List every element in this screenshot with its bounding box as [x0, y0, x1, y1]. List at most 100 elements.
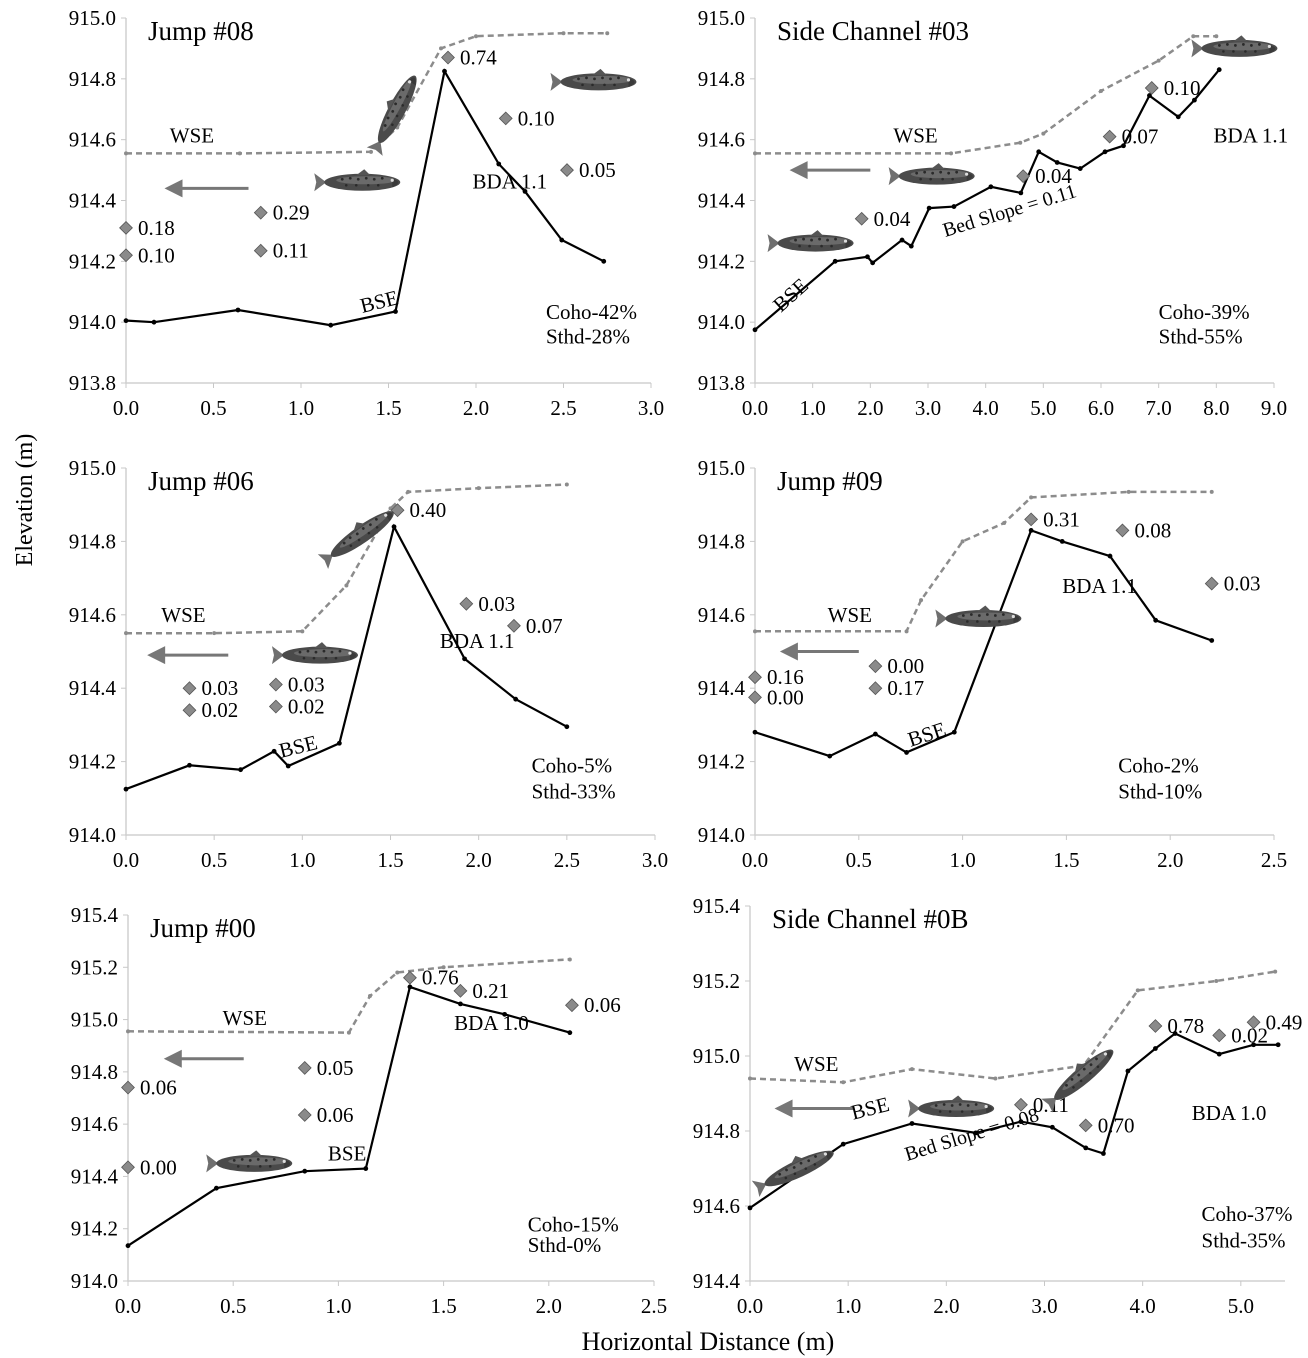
bse-point [1018, 1119, 1024, 1125]
y-tick-label: 914.2 [71, 1217, 118, 1241]
flow-arrow-head [779, 642, 798, 661]
bse-point [213, 1185, 219, 1191]
steelhead-passage-label: Sthd-0% [528, 1233, 602, 1257]
wse-point [564, 482, 569, 487]
wse-point [344, 583, 349, 588]
wse-point [369, 149, 373, 154]
velocity-marker [868, 659, 883, 674]
chart-panel-2: 913.8 914.0 914.2 914.4 914.6 914.8 915.0 0.0 1.… [698, 6, 1288, 420]
y-tick-label: 915.0 [698, 456, 745, 480]
y-tick-label: 913.8 [69, 371, 116, 395]
y-tick-label: 914.8 [693, 1119, 740, 1143]
chart-panel-1: 913.8 914.0 914.2 914.4 914.6 914.8 915.0 0.0 0.… [69, 6, 664, 420]
velocity-marker [498, 111, 513, 126]
bse-point [458, 1001, 463, 1007]
wse-point [1126, 489, 1131, 494]
velocity-label: 0.40 [410, 498, 447, 522]
bse-point [1054, 160, 1060, 165]
wse-point [1099, 89, 1103, 93]
velocity-marker [1144, 81, 1159, 95]
bse-point [123, 786, 129, 792]
velocity-marker [441, 50, 455, 65]
bse-point [123, 318, 129, 324]
wse-point [1029, 495, 1034, 500]
x-tick-label: 2.0 [1157, 848, 1183, 872]
bse-point [1153, 1046, 1158, 1051]
steelhead-passage-label: Sthd-10% [1118, 779, 1202, 803]
bse-point [951, 729, 957, 735]
bse-point [1216, 1051, 1222, 1057]
coho-passage-label: Coho-39% [1159, 300, 1250, 324]
velocity-label: 0.05 [579, 158, 616, 182]
wse-point [237, 151, 242, 156]
coho-passage-label: Coho-5% [532, 754, 613, 778]
bse-point [407, 984, 413, 990]
velocity-marker [268, 699, 283, 714]
velocity-marker [297, 1061, 312, 1075]
flow-arrow-head [147, 646, 166, 665]
chart-panel-4: 914.0 914.2 914.4 914.6 914.8 915.0 0.0 0.5 1.0 1… [698, 456, 1287, 872]
bse-label: BSE [848, 1092, 891, 1125]
y-tick-label: 914.2 [69, 750, 116, 774]
x-tick-label: 0.0 [742, 396, 768, 420]
velocity-marker [1024, 512, 1039, 527]
wse-point [1156, 58, 1161, 63]
bse-point [502, 1011, 508, 1017]
x-tick-label: 2.5 [1261, 848, 1287, 872]
velocity-label: 0.74 [460, 46, 497, 70]
bse-point [1192, 97, 1197, 103]
fish-icon [750, 1140, 838, 1197]
bse-point [187, 762, 192, 768]
wse-point [1273, 969, 1278, 974]
bse-point [752, 729, 758, 735]
velocity-label: 0.10 [138, 243, 175, 267]
x-tick-label: 2.5 [641, 1294, 667, 1318]
flow-arrow-head [163, 1049, 182, 1068]
x-tick-label: 2.0 [857, 396, 883, 420]
bse-point [151, 319, 157, 325]
panel-title: Jump #08 [148, 16, 254, 46]
bse-point [752, 327, 758, 333]
fish-icon [888, 163, 975, 186]
bse-point [235, 307, 241, 313]
y-tick-label: 914.8 [698, 529, 745, 553]
wse-point [1002, 521, 1007, 526]
wse-point [212, 631, 217, 636]
wse-point [1135, 988, 1140, 993]
bse-point [988, 184, 994, 190]
bse-point [601, 258, 607, 264]
y-tick-label: 915.0 [693, 1044, 740, 1068]
velocity-label: 0.03 [1224, 572, 1261, 596]
y-tick-label: 914.8 [71, 1060, 118, 1084]
y-tick-label: 915.0 [71, 1008, 118, 1032]
velocity-label: 0.04 [1035, 164, 1072, 188]
x-tick-label: 5.0 [1030, 396, 1056, 420]
x-tick-label: 0.0 [113, 396, 139, 420]
y-tick-label: 915.2 [693, 969, 740, 993]
x-tick-label: 0.0 [737, 1294, 763, 1318]
x-tick-label: 0.5 [220, 1294, 246, 1318]
bse-point [865, 254, 870, 260]
wse-point [476, 486, 481, 491]
y-tick-label: 914.4 [693, 1269, 741, 1293]
bse-point [951, 204, 957, 209]
x-tick-label: 1.5 [1053, 848, 1079, 872]
velocity-label: 0.03 [478, 592, 515, 616]
velocity-marker [268, 677, 283, 692]
velocity-marker [403, 970, 417, 985]
bda-label: BDA 1.1 [440, 629, 515, 653]
bse-point [496, 161, 502, 167]
velocity-marker [1246, 1015, 1261, 1030]
bse-point [285, 763, 291, 769]
x-tick-label: 0.5 [201, 848, 227, 872]
y-tick-label: 914.8 [698, 67, 745, 91]
y-tick-label: 914.6 [698, 128, 745, 152]
velocity-label: 0.31 [1043, 507, 1080, 531]
wse-point [395, 970, 400, 975]
velocity-label: 0.07 [1122, 125, 1159, 149]
series-bse-line [754, 69, 1221, 331]
x-tick-label: 1.0 [288, 396, 314, 420]
velocity-label: 0.06 [317, 1103, 354, 1127]
y-tick-label: 915.0 [698, 6, 745, 30]
velocity-marker [182, 703, 197, 718]
